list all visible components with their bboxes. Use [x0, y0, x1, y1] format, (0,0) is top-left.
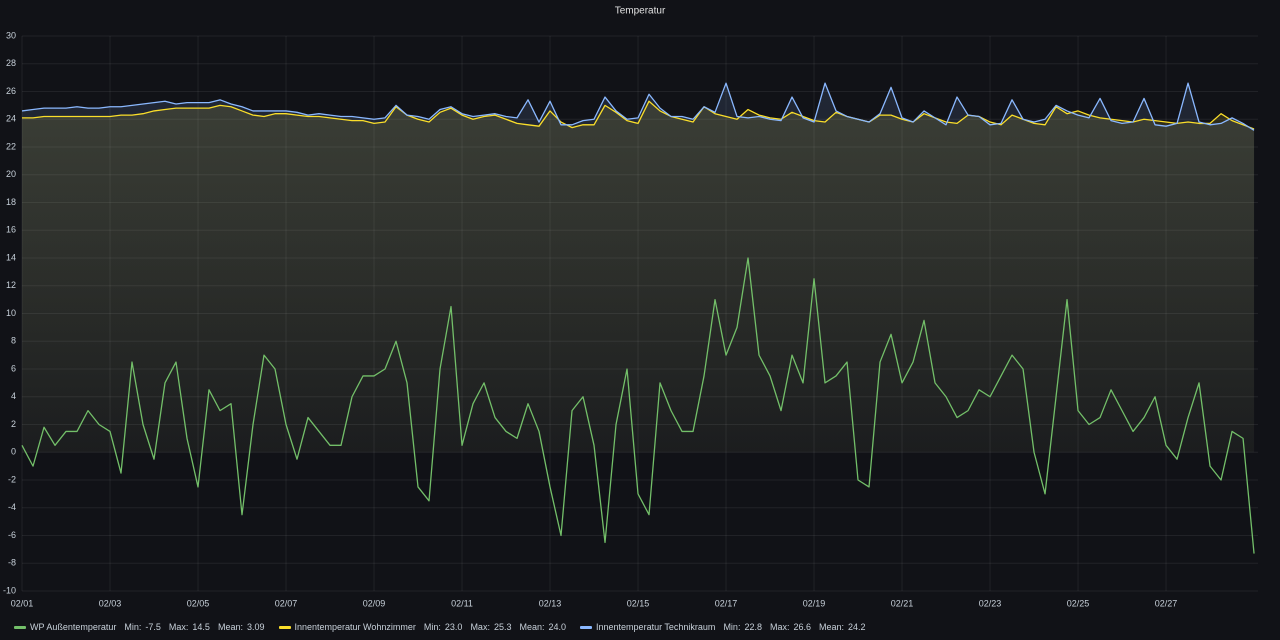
legend-label: Innentemperatur Wohnzimmer: [294, 622, 416, 632]
y-tick-label: 10: [6, 308, 16, 318]
x-tick-label: 02/03: [99, 598, 122, 608]
x-tick-label: 02/01: [11, 598, 34, 608]
x-tick-label: 02/11: [451, 598, 473, 608]
series-line: [22, 100, 1255, 130]
y-tick-label: 14: [6, 252, 16, 262]
legend-stat-value: 14.5: [192, 622, 210, 632]
y-tick-label: -10: [3, 585, 16, 595]
legend-swatch: [580, 625, 593, 629]
legend-item: Innentemperatur Technikraum Min: 22.8 Max: 2…: [580, 622, 866, 632]
x-tick-label: 02/27: [1155, 598, 1178, 608]
legend-stat-value: -7.5: [145, 622, 161, 632]
legend-label: Innentemperatur Technikraum: [596, 622, 716, 632]
y-tick-label: 6: [11, 363, 16, 373]
x-tick-label: 02/21: [891, 598, 914, 608]
legend-stat-label: Mean:: [217, 622, 243, 632]
area: [22, 83, 1255, 453]
y-tick-label: 22: [6, 141, 16, 151]
legend-stat-value: 24.2: [848, 622, 866, 632]
x-tick-label: 02/13: [539, 598, 562, 608]
series-line: [21, 82, 1255, 131]
x-tick-label: 02/23: [979, 598, 1002, 608]
y-tick-label: 8: [11, 336, 16, 346]
legend-stat-label: Max:: [168, 622, 189, 632]
y-tick-label: 2: [11, 419, 16, 429]
y-tick-label: 20: [6, 169, 16, 179]
legend-stat-value: 22.8: [744, 622, 762, 632]
y-tick-label: 30: [6, 30, 16, 40]
y-tick-label: -2: [8, 474, 16, 484]
legend-item: WP Außentemperatur Min: -7.5 Max: 14.5 Mean: 3…: [14, 622, 265, 632]
x-tick-label: 02/15: [627, 598, 650, 608]
legend-stat-label: Min:: [423, 622, 441, 632]
legend-stat-label: Min:: [124, 622, 142, 632]
chart-title: Temperatur: [615, 6, 666, 17]
x-tick-label: 02/07: [275, 598, 298, 608]
y-tick-label: -6: [8, 530, 16, 540]
y-tick-label: 0: [11, 447, 16, 457]
legend-stat-label: Mean:: [819, 622, 845, 632]
legend-swatch: [278, 625, 291, 629]
x-tick-label: 02/05: [187, 598, 210, 608]
x-tick-label: 02/25: [1067, 598, 1090, 608]
y-tick-label: -4: [8, 502, 16, 512]
legend-stat-value: 3.09: [246, 622, 265, 632]
x-tick-label: 02/17: [715, 598, 738, 608]
legend-label: WP Außentemperatur: [30, 622, 117, 632]
legend: WP Außentemperatur Min: -7.5 Max: 14.5 Mean: 3…: [14, 622, 866, 632]
legend-stat-value: 25.3: [493, 622, 512, 632]
legend-stat-value: 26.6: [793, 622, 812, 632]
legend-stat-label: Max:: [769, 622, 790, 632]
y-tick-label: 16: [6, 225, 16, 235]
y-tick-label: 12: [6, 280, 16, 290]
legend-stat-label: Min:: [723, 622, 741, 632]
legend-stat-label: Max:: [470, 622, 490, 632]
y-tick-label: 24: [6, 114, 16, 124]
y-tick-label: 18: [6, 197, 16, 207]
y-tick-label: 4: [11, 391, 16, 401]
x-tick-label: 02/09: [363, 598, 386, 608]
x-tick-label: 02/19: [803, 598, 826, 608]
legend-stat-label: Mean:: [519, 622, 545, 632]
chart: Temperatur -10-8-6-4-2024681012141618202…: [3, 6, 1258, 608]
legend-item: Innentemperatur Wohnzimmer Min: 23.0 Max: 25…: [278, 622, 567, 632]
y-tick-label: 28: [6, 58, 16, 68]
y-tick-label: -8: [8, 558, 16, 568]
legend-swatch: [14, 625, 26, 629]
y-tick-label: 26: [6, 86, 16, 96]
legend-stat-value: 23.0: [444, 622, 463, 632]
legend-stat-value: 24.0: [548, 622, 567, 632]
series-line: [21, 257, 1255, 554]
